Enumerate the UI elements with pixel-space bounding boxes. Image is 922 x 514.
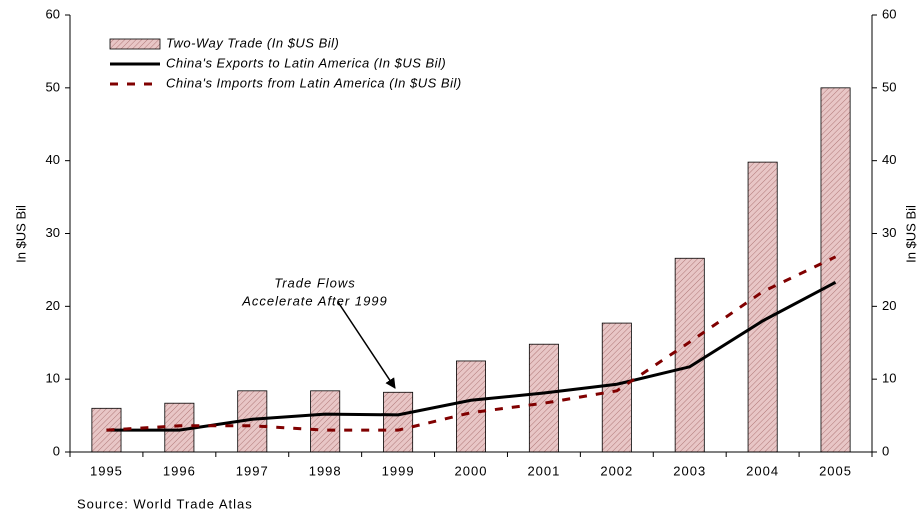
bar bbox=[820, 87, 851, 453]
y2-tick-label: 50 bbox=[882, 79, 896, 94]
y-tick-label: 20 bbox=[46, 298, 60, 313]
x-tick-label: 1995 bbox=[90, 463, 123, 478]
bar bbox=[747, 161, 778, 453]
x-tick-label: 2002 bbox=[600, 463, 633, 478]
legend-label: China's Exports to Latin America (In $US… bbox=[166, 55, 446, 70]
x-tick-label: 1996 bbox=[163, 463, 196, 478]
legend-label: Two-Way Trade (In $US Bil) bbox=[166, 35, 339, 50]
y2-tick-label: 10 bbox=[882, 371, 896, 386]
y2-tick-label: 30 bbox=[882, 225, 896, 240]
y-tick-label: 50 bbox=[46, 79, 60, 94]
source: Source: World Trade Atlas bbox=[77, 496, 253, 511]
bar bbox=[383, 391, 414, 453]
y-axis-label: In $US Bil bbox=[13, 205, 28, 263]
x-tick-label: 1997 bbox=[236, 463, 269, 478]
bar bbox=[310, 390, 341, 453]
x-tick-label: 2005 bbox=[819, 463, 852, 478]
line bbox=[106, 255, 837, 432]
y-tick-label: 30 bbox=[46, 225, 60, 240]
x-tick-label: 2000 bbox=[455, 463, 488, 478]
y-tick-label: 40 bbox=[46, 152, 60, 167]
bar bbox=[456, 360, 486, 453]
y2-axis-label: In $US Bil bbox=[903, 205, 918, 263]
annotation: Trade Flows bbox=[274, 275, 356, 290]
line bbox=[106, 280, 837, 432]
y2-tick-label: 40 bbox=[882, 152, 896, 167]
y-tick-label: 0 bbox=[53, 443, 60, 458]
bar bbox=[601, 322, 632, 453]
y-tick-label: 10 bbox=[46, 371, 60, 386]
y2-tick-label: 0 bbox=[882, 443, 889, 458]
annotation: Accelerate After 1999 bbox=[241, 293, 388, 308]
y-tick-label: 60 bbox=[46, 6, 60, 21]
annotation-arrow bbox=[337, 301, 396, 389]
x-tick-label: 2001 bbox=[527, 463, 560, 478]
x-tick-label: 1998 bbox=[309, 463, 342, 478]
legend-label: China's Imports from Latin America (In $… bbox=[166, 75, 462, 90]
y2-tick-label: 20 bbox=[882, 298, 896, 313]
y2-tick-label: 60 bbox=[882, 6, 896, 21]
bar bbox=[528, 343, 559, 453]
x-tick-label: 1999 bbox=[382, 463, 415, 478]
x-tick-label: 2003 bbox=[673, 463, 706, 478]
x-tick-label: 2004 bbox=[746, 463, 779, 478]
bar bbox=[674, 257, 705, 453]
legend-swatch bbox=[109, 38, 161, 50]
